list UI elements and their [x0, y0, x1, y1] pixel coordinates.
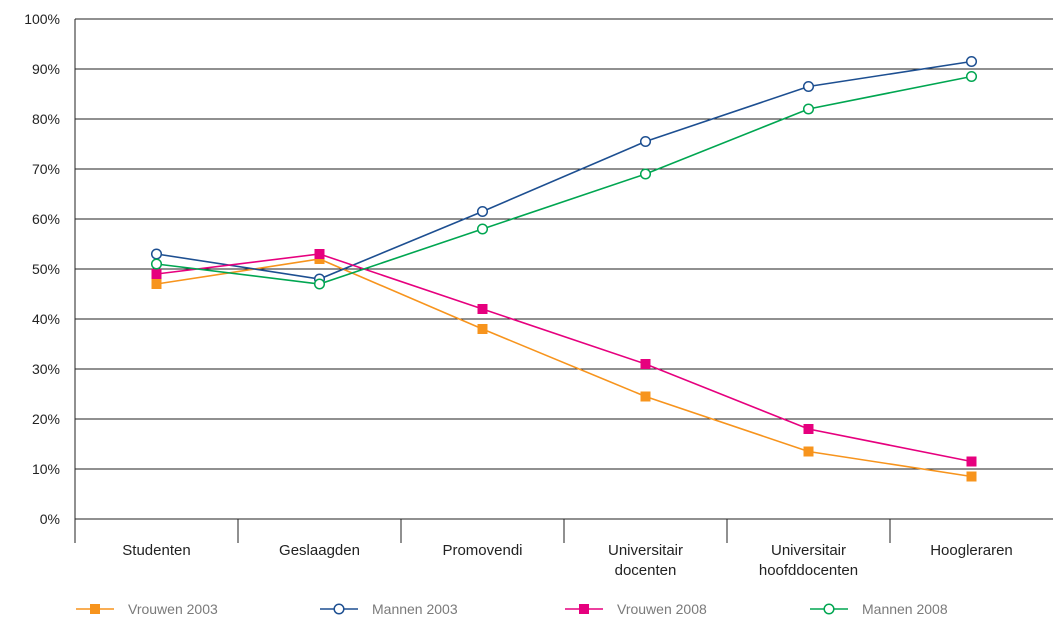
data-point: [150, 258, 163, 270]
y-tick-label: 60%: [32, 211, 60, 227]
legend-marker: [333, 603, 345, 615]
series-line: [156, 75, 972, 285]
y-tick-label: 70%: [32, 161, 60, 177]
data-point: [150, 248, 163, 260]
data-point: [476, 223, 489, 235]
data-point: [477, 324, 488, 334]
data-point: [802, 103, 815, 115]
data-point: [639, 168, 652, 180]
gridlines: [75, 18, 1053, 520]
x-category-label: Universitair docenten: [608, 542, 683, 579]
data-point: [639, 135, 652, 148]
y-tick-label: 80%: [32, 111, 60, 127]
y-tick-label: 30%: [32, 361, 60, 377]
data-point: [966, 471, 977, 482]
data-point: [477, 304, 488, 314]
x-axis: Studenten Geslaagden Promovendi Universitai…: [74, 19, 1013, 579]
legend-label: Vrouwen 2008: [617, 601, 707, 617]
y-tick-label: 20%: [32, 411, 60, 427]
y-tick-label: 90%: [32, 61, 60, 77]
data-point: [640, 391, 651, 402]
x-category-label: Hoogleraren: [930, 542, 1013, 559]
series-line: [156, 253, 972, 463]
y-tick-label: 50%: [32, 261, 60, 277]
data-point: [314, 249, 325, 259]
legend-marker: [579, 604, 589, 614]
data-point: [802, 80, 815, 93]
legend-marker: [90, 604, 100, 614]
legend-marker: [823, 603, 835, 615]
x-category-label: Promovendi: [442, 542, 522, 559]
data-point: [151, 269, 162, 279]
y-tick-label: 10%: [32, 461, 60, 477]
y-tick-label: 0%: [40, 511, 60, 527]
y-tick-label: 40%: [32, 311, 60, 327]
legend-label: Mannen 2008: [862, 601, 948, 617]
legend: Vrouwen 2003 Mannen 2003 Vrouwen 2008 Manne…: [76, 601, 948, 617]
data-point: [476, 205, 489, 218]
data-point: [965, 70, 978, 83]
data-point: [313, 278, 326, 290]
x-category-label: Geslaagden: [279, 542, 360, 559]
legend-label: Mannen 2003: [372, 601, 458, 617]
series-line: [156, 60, 972, 280]
data-point: [640, 359, 651, 369]
data-series: [150, 55, 978, 482]
y-tick-label: 100%: [24, 11, 60, 27]
x-category-label: Universitair hoofddocenten: [759, 542, 858, 579]
x-category-label: Studenten: [122, 542, 190, 559]
legend-label: Vrouwen 2003: [128, 601, 218, 617]
data-point: [803, 446, 814, 457]
data-point: [965, 55, 978, 68]
y-axis-tick-labels: 0% 10% 20% 30% 40% 50% 60% 70% 80% 90% 100%: [24, 11, 60, 527]
series-line: [156, 258, 972, 478]
data-point: [151, 279, 162, 289]
data-point: [803, 424, 814, 434]
data-point: [966, 456, 977, 467]
